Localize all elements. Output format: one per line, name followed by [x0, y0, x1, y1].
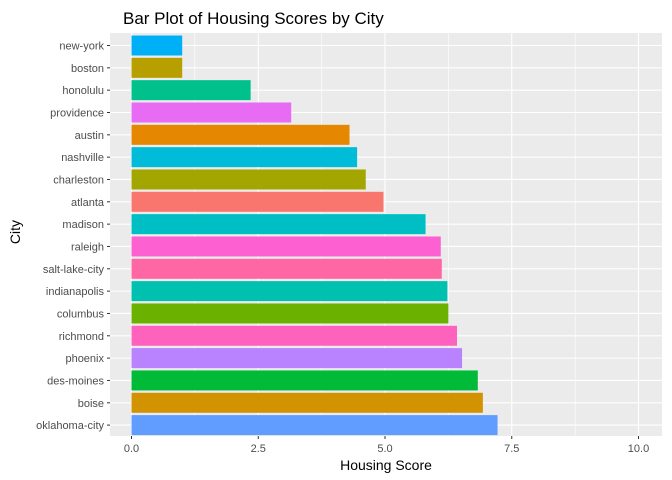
bar-richmond — [131, 325, 457, 346]
x-tick-label: 0.0 — [124, 443, 139, 455]
x-tick-label: 7.5 — [504, 443, 519, 455]
y-tick-label: austin — [75, 130, 104, 142]
x-axis-ticks: 0.0 2.5 5.0 7.5 10.0 — [124, 436, 649, 455]
y-tick-label: nashville — [61, 152, 104, 164]
y-tick-label: honolulu — [62, 85, 104, 97]
bar-salt-lake-city — [131, 258, 442, 279]
bar-providence — [131, 102, 292, 123]
bar-phoenix — [131, 348, 463, 369]
y-tick-label: richmond — [59, 331, 104, 343]
plot-panel — [110, 33, 662, 436]
bar-new-york — [131, 35, 183, 56]
bar-columbus — [131, 303, 449, 324]
bar-charleston — [131, 169, 366, 190]
bar-indianapolis — [131, 281, 448, 302]
y-tick-label: columbus — [57, 308, 105, 320]
bars — [131, 35, 498, 436]
y-tick-label: indianapolis — [46, 286, 105, 298]
y-tick-label: charleston — [53, 174, 104, 186]
bar-boston — [131, 57, 183, 78]
y-axis-title: City — [7, 220, 23, 244]
bar-raleigh — [131, 236, 441, 257]
y-tick-label: oklahoma-city — [36, 420, 104, 432]
bar-atlanta — [131, 191, 384, 212]
chart-title: Bar Plot of Housing Scores by City — [123, 9, 384, 28]
bar-nashville — [131, 147, 358, 168]
y-tick-label: des-moines — [47, 375, 104, 387]
bar-austin — [131, 124, 350, 145]
y-tick-label: boise — [78, 398, 104, 410]
bar-des-moines — [131, 370, 478, 391]
y-tick-label: phoenix — [65, 353, 104, 365]
y-tick-label: salt-lake-city — [43, 264, 105, 276]
y-tick-label: new-york — [59, 41, 104, 53]
y-tick-label: boston — [71, 63, 104, 75]
y-axis-ticks: new-york boston honolulu providence austin na… — [36, 41, 110, 432]
y-tick-label: raleigh — [71, 241, 104, 253]
bar-madison — [131, 214, 426, 235]
y-tick-label: atlanta — [71, 197, 105, 209]
y-tick-label: madison — [62, 219, 104, 231]
bar-boise — [131, 392, 483, 413]
x-tick-label: 2.5 — [251, 443, 266, 455]
x-axis-title: Housing Score — [340, 457, 432, 473]
bar-honolulu — [131, 80, 251, 101]
bar-oklahoma-city — [131, 415, 498, 436]
y-tick-label: providence — [50, 107, 104, 119]
x-tick-label: 5.0 — [377, 443, 392, 455]
x-tick-label: 10.0 — [628, 443, 649, 455]
